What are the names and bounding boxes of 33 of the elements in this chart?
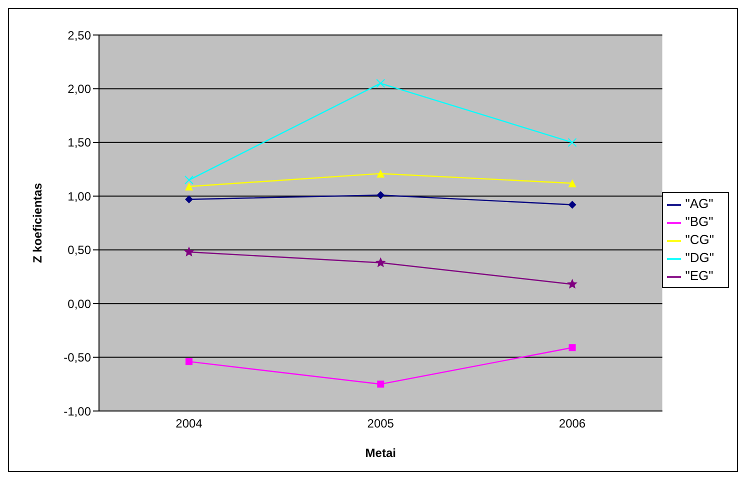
y-tick-label: 0,50 <box>68 243 92 258</box>
x-tick-label: 2004 <box>176 416 203 431</box>
point <box>185 182 193 190</box>
point <box>568 200 576 209</box>
legend-label: "BG" <box>685 214 714 229</box>
legend-label: "DG" <box>685 250 714 265</box>
point <box>568 344 576 352</box>
x-tick-label: 2005 <box>367 416 394 431</box>
y-tick-label: 1,00 <box>68 189 92 204</box>
point <box>186 358 192 366</box>
legend-label: "CG" <box>685 232 714 247</box>
y-tick-label: 2,00 <box>68 82 92 96</box>
y-axis-title: Z koeficientas <box>30 182 44 264</box>
legend-label: "EG" <box>685 268 714 283</box>
point <box>185 195 193 204</box>
y-tick-label: 1,50 <box>68 136 92 150</box>
y-tick-label: 2,50 <box>68 28 92 42</box>
point <box>376 78 386 88</box>
point <box>377 380 384 388</box>
point <box>376 170 385 178</box>
point <box>376 191 385 200</box>
point <box>375 257 386 268</box>
x-axis-title: Metai <box>365 446 396 460</box>
y-tick-label: -0,50 <box>64 350 92 365</box>
point <box>567 278 578 289</box>
x-tick-label: 2006 <box>558 416 586 431</box>
y-tick-label: 0,00 <box>68 296 92 311</box>
legend-label: "AG" <box>685 196 714 211</box>
point <box>568 138 577 147</box>
point <box>184 246 194 256</box>
point <box>568 179 576 188</box>
y-tick-label: -1,00 <box>64 404 92 418</box>
point <box>184 176 194 185</box>
